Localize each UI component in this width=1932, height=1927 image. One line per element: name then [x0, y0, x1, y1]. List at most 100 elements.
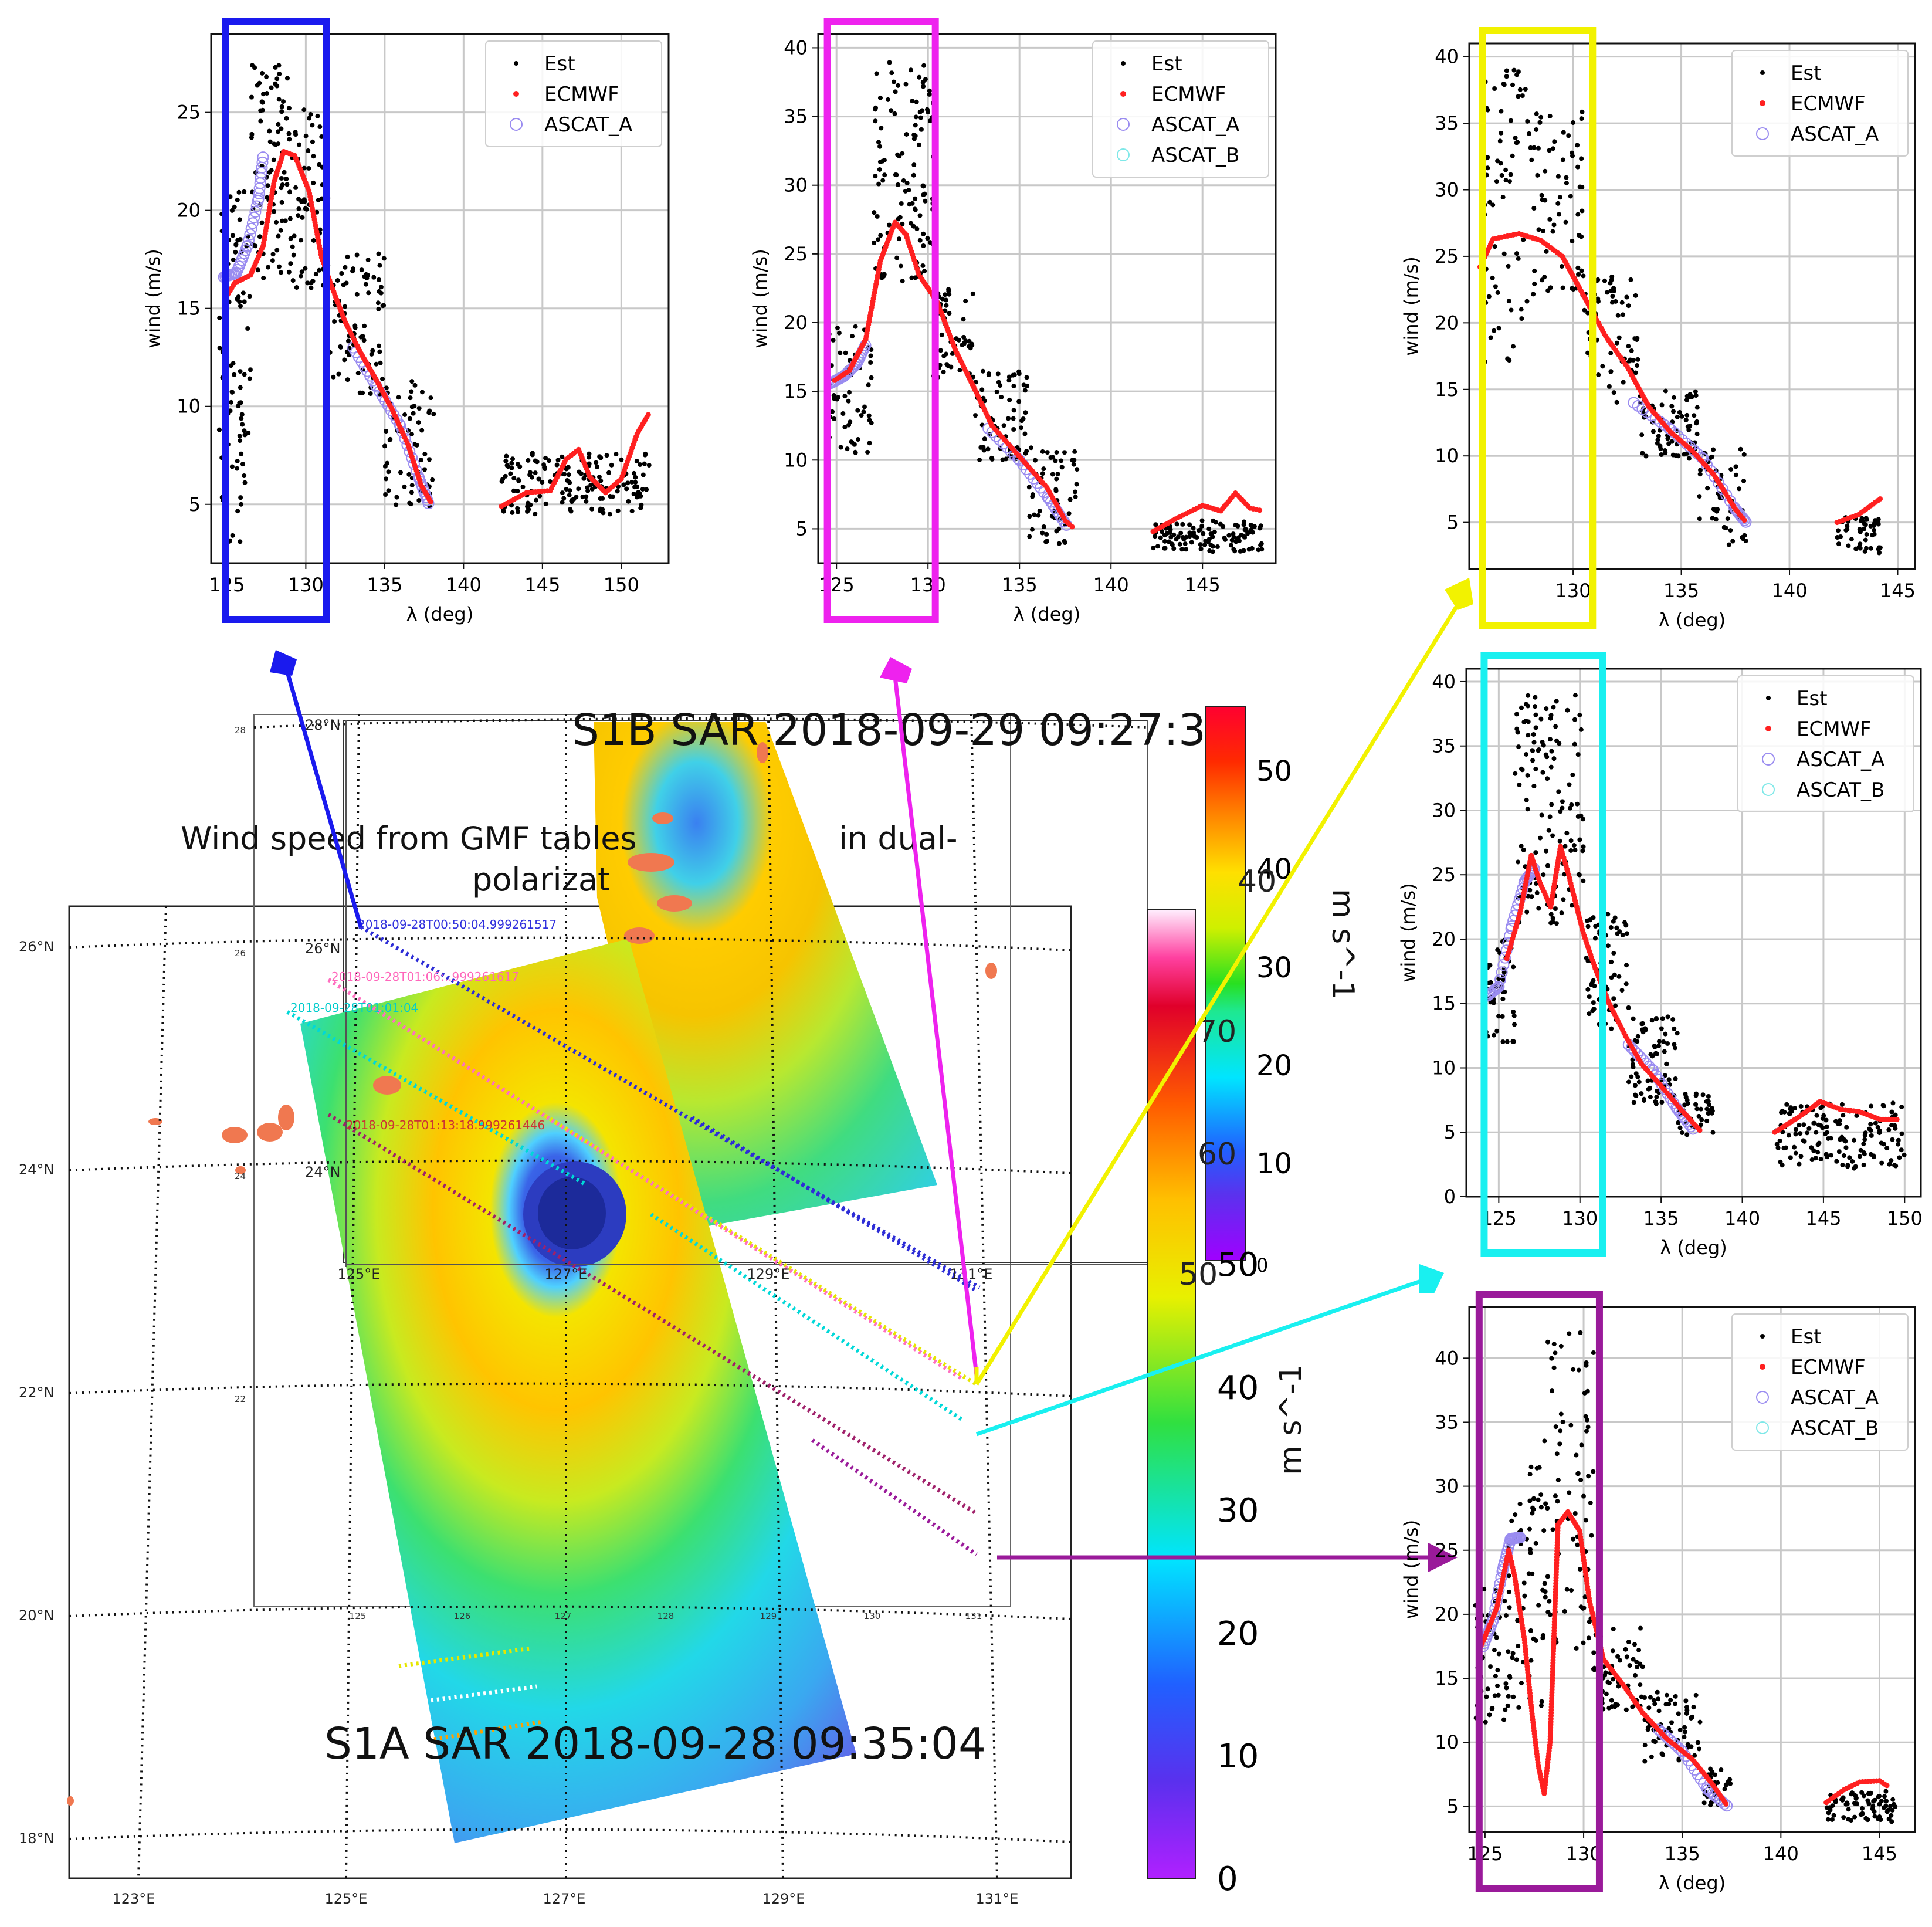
- est-point: [1611, 919, 1616, 924]
- est-point: [1611, 1626, 1616, 1631]
- est-point: [1248, 522, 1253, 527]
- est-point: [1649, 1018, 1655, 1023]
- est-point: [913, 114, 918, 120]
- est-point: [1218, 521, 1223, 527]
- est-point: [1595, 296, 1601, 302]
- est-point: [831, 337, 836, 343]
- arrow-yellow-a: [975, 594, 1465, 1386]
- est-point: [286, 106, 292, 111]
- est-point: [1595, 277, 1601, 282]
- est-point: [842, 425, 848, 430]
- est-point: [242, 299, 247, 304]
- y-tick-label: 15: [177, 297, 201, 320]
- x-axis-label: λ (deg): [1659, 609, 1726, 631]
- inner-cb-label: m s^-1: [1325, 889, 1360, 1000]
- est-point: [1575, 164, 1580, 170]
- est-point: [911, 162, 917, 168]
- est-point: [377, 277, 382, 282]
- est-point: [989, 456, 995, 462]
- est-point: [614, 452, 619, 457]
- est-point: [1841, 1113, 1846, 1118]
- est-point: [1211, 518, 1216, 523]
- est-point: [1534, 1465, 1540, 1471]
- est-point: [1694, 431, 1700, 436]
- overlap-tick-70: 70: [1198, 1014, 1236, 1049]
- est-point: [1687, 424, 1693, 429]
- est-point: [1517, 1501, 1523, 1506]
- est-point: [862, 404, 867, 409]
- est-point: [1514, 251, 1520, 256]
- est-point: [543, 455, 548, 460]
- est-point: [235, 197, 240, 202]
- est-point: [1617, 1658, 1622, 1663]
- est-point: [1652, 1701, 1658, 1706]
- y-tick-label: 30: [1435, 179, 1459, 201]
- est-point: [1623, 981, 1629, 987]
- y-tick-label: 0: [1444, 1186, 1456, 1208]
- ascat-a-point: [1672, 1742, 1684, 1754]
- est-point: [1210, 549, 1215, 554]
- est-point: [1843, 1145, 1849, 1150]
- est-point: [1886, 1127, 1892, 1133]
- est-point: [1041, 524, 1046, 529]
- est-point: [1542, 1581, 1547, 1586]
- x-tick-label: 145: [1880, 580, 1916, 602]
- est-point: [1626, 1079, 1631, 1085]
- est-point: [293, 132, 299, 137]
- est-point: [1210, 534, 1215, 539]
- est-point: [1059, 465, 1065, 470]
- est-point: [269, 168, 274, 173]
- x-tick-label: 140: [446, 574, 482, 596]
- est-point: [394, 502, 399, 507]
- x-tick-label: 145: [1805, 1207, 1841, 1230]
- est-point: [1493, 284, 1498, 289]
- est-point: [1561, 130, 1566, 135]
- est-point: [1533, 704, 1538, 709]
- est-point: [1534, 111, 1539, 117]
- est-point: [1632, 1642, 1637, 1647]
- est-point: [232, 372, 237, 377]
- est-point: [1854, 1113, 1859, 1118]
- est-point: [534, 497, 539, 503]
- est-point: [873, 105, 878, 110]
- est-point: [1592, 936, 1598, 941]
- est-point: [1700, 1092, 1706, 1098]
- est-point: [1567, 782, 1572, 787]
- est-point: [1540, 1635, 1545, 1641]
- est-point: [1233, 539, 1239, 544]
- est-point: [1609, 975, 1614, 980]
- est-point: [631, 492, 636, 497]
- ascat-a-point: [1724, 495, 1736, 507]
- est-point: [1495, 1668, 1500, 1673]
- est-point: [565, 477, 570, 483]
- est-point: [1575, 801, 1580, 807]
- est-point: [1635, 363, 1640, 368]
- est-point: [1527, 1472, 1533, 1477]
- est-point: [422, 467, 427, 472]
- est-point: [1487, 1712, 1492, 1718]
- est-point: [1622, 920, 1627, 925]
- est-point: [896, 216, 901, 222]
- est-point: [360, 334, 365, 339]
- est-point: [921, 243, 926, 248]
- est-point: [1572, 1511, 1578, 1516]
- est-point: [963, 299, 968, 304]
- est-point: [300, 215, 305, 220]
- est-point: [1506, 1649, 1511, 1654]
- est-point: [1887, 1161, 1892, 1167]
- legend-box: [1737, 675, 1914, 812]
- est-point: [638, 462, 643, 468]
- est-point: [625, 480, 631, 486]
- est-point: [1553, 1493, 1558, 1499]
- est-point: [510, 510, 515, 515]
- est-point: [290, 278, 296, 283]
- est-point: [1820, 1104, 1825, 1109]
- est-point: [1025, 383, 1030, 388]
- est-point: [511, 476, 517, 481]
- est-point: [1624, 931, 1629, 936]
- est-point: [1684, 1132, 1690, 1137]
- est-point: [1072, 449, 1077, 454]
- est-point: [238, 369, 243, 374]
- legend-label: ASCAT_B: [1151, 144, 1239, 167]
